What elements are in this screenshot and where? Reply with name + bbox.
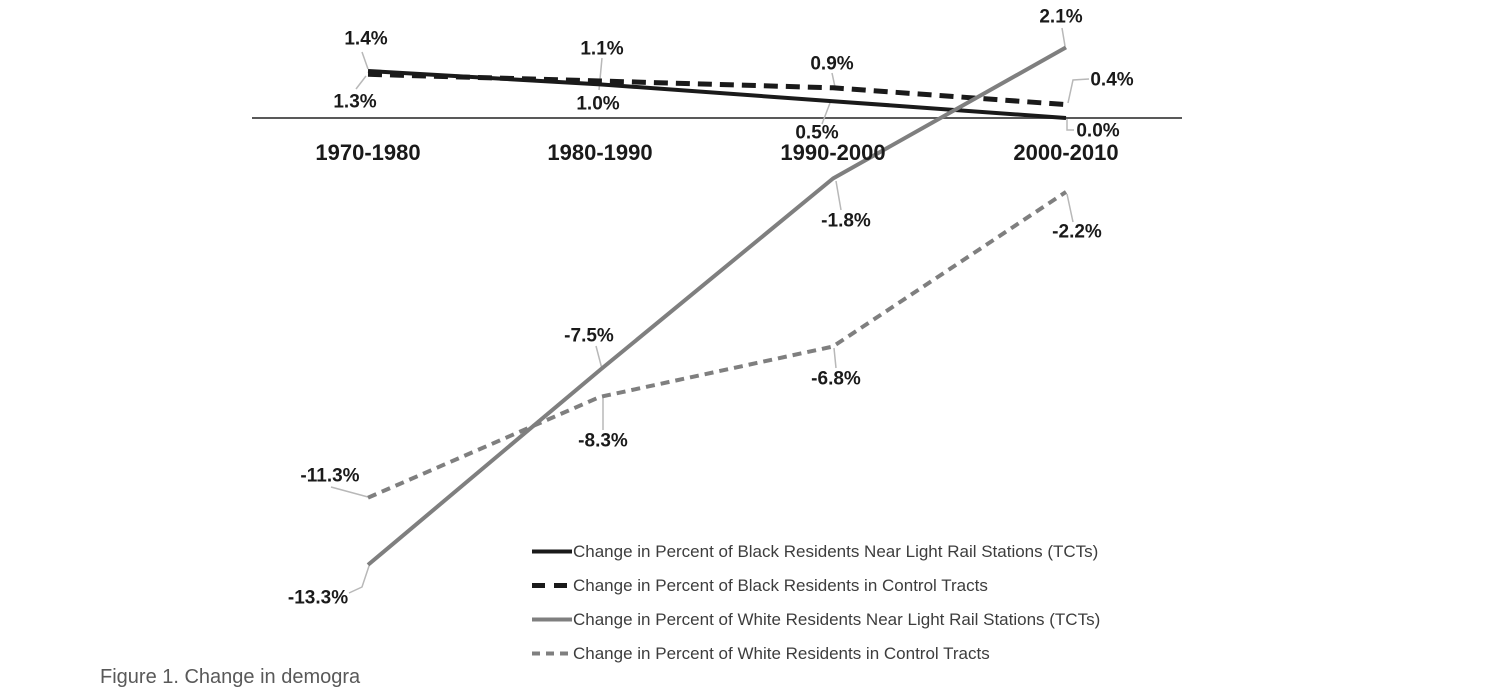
legend-item-black-solid: Change in Percent of Black Residents Nea…: [531, 541, 1100, 562]
legend-item-black-dashed: Change in Percent of Black Residents in …: [531, 575, 1100, 596]
leader-line: [1066, 193, 1074, 223]
data-label: 1.0%: [576, 94, 619, 115]
data-label: -7.5%: [564, 326, 614, 347]
legend-label: Change in Percent of Black Residents in …: [573, 576, 988, 595]
leader-line: [361, 51, 369, 70]
legend-swatch-gray-dashed-icon: [532, 651, 572, 656]
leader-line: [355, 75, 367, 90]
legend-label: Change in Percent of White Residents in …: [573, 644, 990, 663]
leader-line: [330, 486, 369, 498]
x-axis-label: 2000-2010: [1013, 140, 1118, 165]
legend-swatch-black-dashed-icon: [532, 583, 572, 588]
series-lines: [366, 45, 1068, 567]
legend: Change in Percent of Black Residents Nea…: [531, 541, 1100, 664]
leader-line: [821, 102, 831, 125]
x-axis-label: 1980-1990: [547, 140, 652, 165]
series-line-1: [367, 71, 1067, 108]
data-label: -1.8%: [821, 211, 871, 232]
legend-label: Change in Percent of Black Residents Nea…: [573, 542, 1099, 561]
data-label: 1.1%: [580, 39, 623, 60]
legend-label: Change in Percent of White Residents Nea…: [573, 610, 1101, 629]
data-label: -6.8%: [811, 369, 861, 390]
leader-line: [1066, 119, 1074, 131]
leader-line: [348, 565, 370, 594]
x-axis-label: 1990-2000: [780, 140, 885, 165]
leader-line: [835, 180, 842, 211]
data-labels: 1.4% 1.0% 0.5% 0.0% 1.3% 1.1% 0.9% 0.4% -13.3% -7…: [288, 7, 1134, 609]
data-label: 0.4%: [1090, 70, 1133, 91]
leader-line: [833, 347, 837, 369]
data-label: 0.5%: [795, 123, 838, 144]
legend-item-gray-dashed: Change in Percent of White Residents in …: [531, 643, 1100, 664]
data-label: -8.3%: [578, 431, 628, 452]
legend-item-gray-solid: Change in Percent of White Residents Nea…: [531, 609, 1100, 630]
legend-swatch-gray-solid-icon: [532, 617, 572, 622]
data-label: 0.9%: [810, 54, 853, 75]
x-axis-label: 1970-1980: [315, 140, 420, 165]
data-label: 1.3%: [333, 92, 376, 113]
leader-line: [1061, 27, 1066, 47]
x-axis-labels: 1970-1980 1980-1990 1990-2000 2000-2010: [315, 140, 1118, 165]
data-label: 1.4%: [344, 29, 387, 50]
leader-lines: [330, 27, 1090, 594]
series-line-3: [367, 190, 1068, 500]
data-label: -2.2%: [1052, 222, 1102, 243]
series-line-0: [367, 69, 1067, 120]
data-label: -13.3%: [288, 588, 348, 609]
leader-line: [1067, 78, 1090, 104]
leader-line: [595, 345, 603, 370]
figure-caption: Figure 1. Change in demogra: [100, 666, 361, 688]
leader-line: [831, 72, 836, 88]
data-label: 2.1%: [1039, 7, 1082, 28]
legend-swatch-black-solid-icon: [532, 549, 572, 554]
data-label: 0.0%: [1076, 121, 1119, 142]
data-label: -11.3%: [300, 466, 359, 487]
series-line-2: [366, 45, 1067, 567]
